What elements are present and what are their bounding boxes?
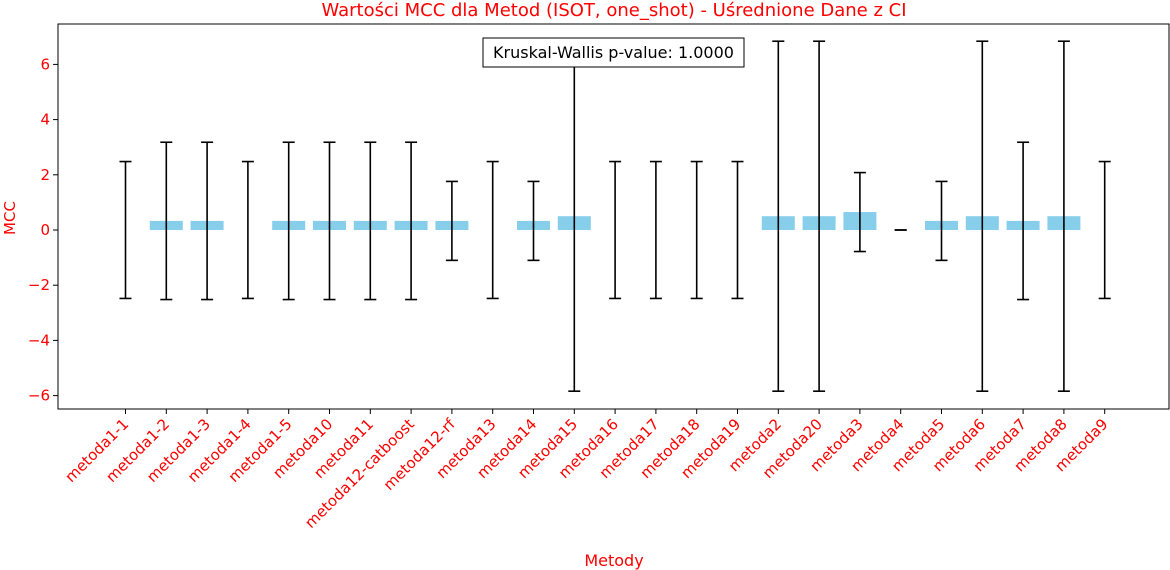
y-tick-label: −6 [28, 387, 50, 405]
annotation-text: Kruskal-Wallis p-value: 1.0000 [493, 43, 734, 62]
y-axis-label: MCC [1, 201, 19, 235]
y-tick-label: −2 [28, 276, 50, 294]
y-tick-label: 4 [40, 111, 50, 129]
y-tick-label: −4 [28, 331, 50, 349]
chart-title: Wartości MCC dla Metod (ISOT, one_shot) … [321, 0, 906, 21]
plot-area: −6−4−20246metoda1-1metoda1-2metoda1-3met… [28, 40, 1112, 532]
kruskal-wallis-annotation: Kruskal-Wallis p-value: 1.0000 [482, 37, 745, 68]
y-tick-label: 0 [40, 221, 50, 239]
annotation-box-border [482, 37, 745, 68]
y-tick-label: 2 [40, 166, 50, 184]
x-axis-label: Metody [584, 551, 643, 570]
y-tick-label: 6 [40, 55, 50, 73]
plot-frame [57, 23, 1170, 410]
